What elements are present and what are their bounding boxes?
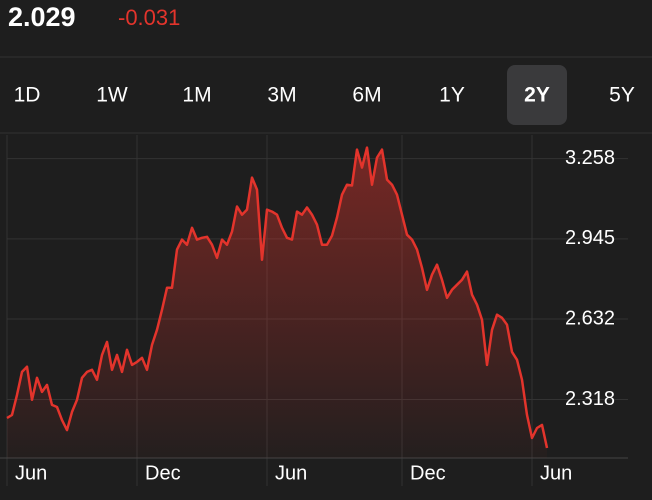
price-line bbox=[6, 146, 549, 449]
y-tick-label: 2.945 bbox=[565, 227, 615, 249]
x-tick-label: Jun bbox=[15, 462, 47, 484]
y-tick-label: 3.258 bbox=[565, 147, 615, 169]
tab[interactable]: 1D bbox=[14, 84, 41, 107]
area-fill bbox=[7, 147, 547, 458]
x-tick-label: Jun bbox=[275, 462, 307, 484]
tab[interactable]: 1M bbox=[182, 84, 211, 107]
range-tabs: 1D 1W 1M 3M 6M 1Y 2Y 5Y bbox=[14, 65, 635, 125]
tab[interactable]: 2Y bbox=[524, 84, 550, 107]
price-change: -0.031 bbox=[118, 5, 180, 30]
x-tick-label: Dec bbox=[145, 462, 181, 484]
tab[interactable]: 6M bbox=[352, 84, 381, 107]
tab-selected-bg bbox=[507, 65, 567, 125]
tab[interactable]: 1W bbox=[96, 84, 128, 107]
tab[interactable]: 5Y bbox=[609, 84, 635, 107]
x-tick-label: Jun bbox=[540, 462, 572, 484]
x-tick-label: Dec bbox=[410, 462, 446, 484]
y-tick-label: 2.632 bbox=[565, 307, 615, 329]
tab[interactable]: 1Y bbox=[439, 84, 465, 107]
tab[interactable]: 3M bbox=[267, 84, 296, 107]
y-tick-label: 2.318 bbox=[565, 388, 615, 410]
plot: 2.318 2.632 2.945 3.258 Jun Dec Jun Dec Jun bbox=[0, 135, 628, 486]
price: 2.029 bbox=[8, 2, 76, 32]
